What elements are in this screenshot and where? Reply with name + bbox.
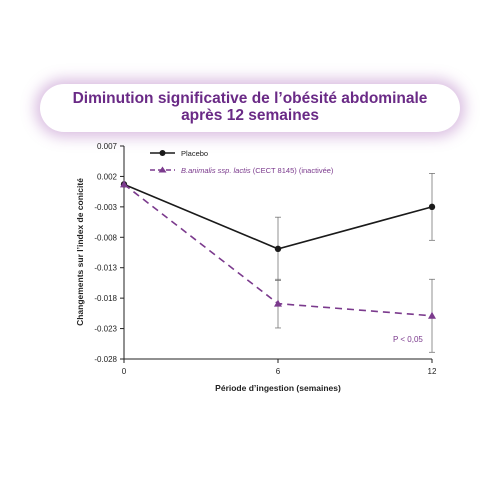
chart-title-line2: après 12 semaines [181, 107, 319, 124]
x-tick-label: 0 [122, 367, 127, 376]
y-axis-label: Changements sur l’index de conicité [75, 178, 85, 326]
placebo-point [274, 245, 282, 253]
legend-placebo-marker [159, 150, 166, 156]
legend: Placebo B.animalis ssp. lactis (CECT 814… [150, 149, 334, 175]
title-banner: Diminution significative de l’obésité ab… [40, 84, 460, 132]
error-bars [275, 172, 435, 353]
legend-probiotic-label-italic: B.animalis ssp. lactis [181, 166, 251, 175]
legend-probiotic-label: B.animalis ssp. lactis (CECT 8145) (inac… [181, 166, 334, 175]
x-axis-label: Période d’ingestion (semaines) [215, 383, 341, 393]
x-tick-label: 12 [428, 367, 437, 376]
probiotic-point [274, 299, 282, 307]
y-tick-label: 0.007 [97, 142, 118, 151]
x-ticks: 0 6 12 [122, 359, 437, 376]
y-tick-label: -0.023 [94, 325, 117, 334]
y-ticks: 0.007 0.002 -0.003 -0.008 -0.013 -0.018 -0.023… [94, 142, 124, 364]
probiotic-point [120, 180, 128, 188]
legend-probiotic-marker [158, 166, 167, 173]
probiotic-point [428, 311, 436, 319]
y-tick-label: -0.003 [94, 203, 117, 212]
x-tick-label: 6 [276, 367, 281, 376]
legend-probiotic-label-rest: (CECT 8145) (inactivée) [251, 166, 334, 175]
y-tick-label: -0.028 [94, 355, 117, 364]
p-value-annotation: P < 0,05 [393, 335, 423, 344]
y-tick-label: -0.018 [94, 294, 117, 303]
chart-title-line1: Diminution significative de l’obésité ab… [72, 90, 428, 107]
y-tick-label: -0.013 [94, 264, 117, 273]
legend-placebo-label: Placebo [181, 149, 208, 158]
y-tick-label: -0.008 [94, 233, 117, 242]
placebo-point [428, 203, 436, 211]
chart-title: Diminution significative de l’obésité ab… [40, 90, 460, 124]
series-markers [120, 180, 436, 319]
y-tick-label: 0.002 [97, 172, 118, 181]
